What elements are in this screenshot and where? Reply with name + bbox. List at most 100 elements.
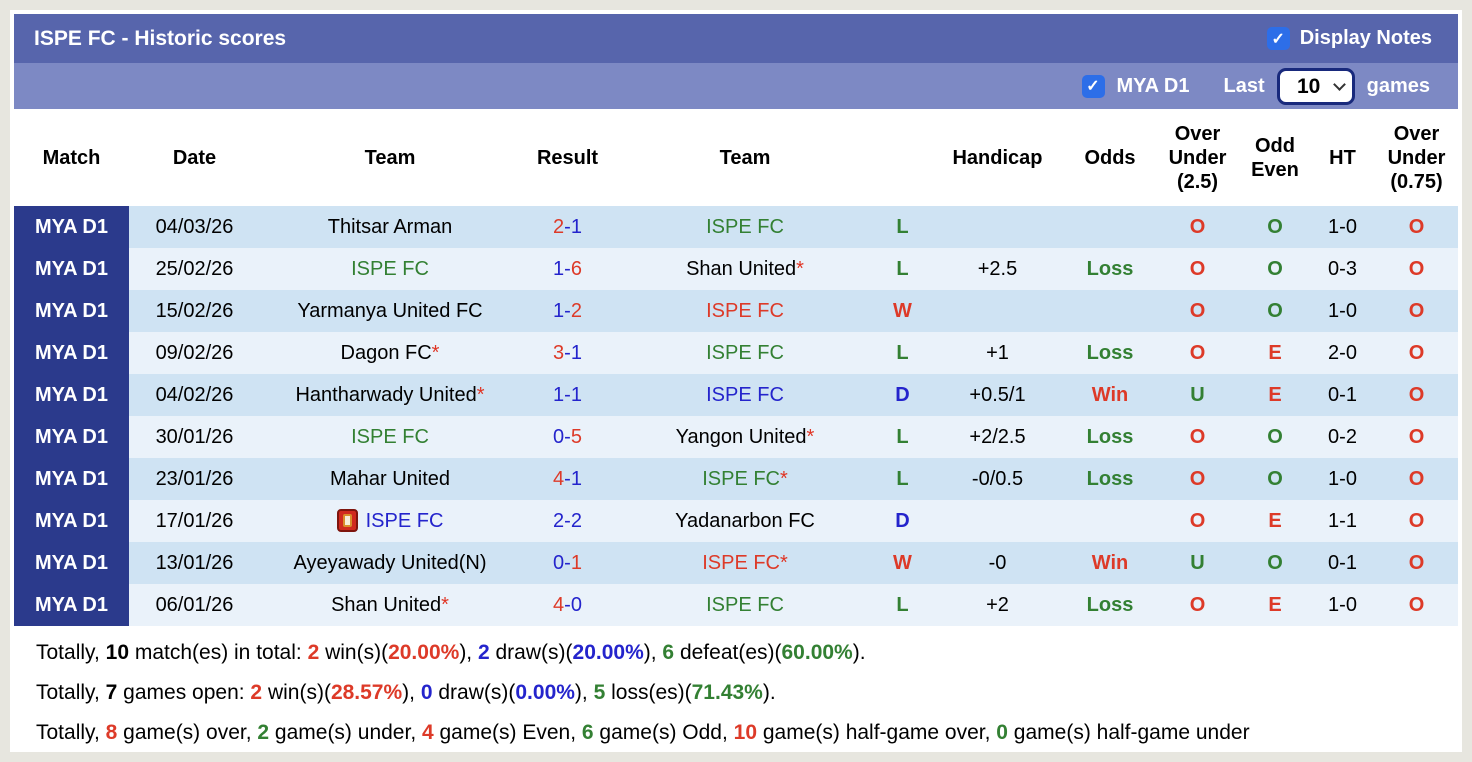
summary-segment: game(s) half-game under <box>1007 721 1250 744</box>
away-team-cell: ISPE FC <box>615 206 875 248</box>
over-under-25-cell: O <box>1189 299 1206 322</box>
display-notes-label: Display Notes <box>1299 27 1432 49</box>
summary-segment: 10 <box>105 641 129 664</box>
team-name: ISPE FC* <box>702 467 788 490</box>
page-title: ISPE FC - Historic scores <box>34 26 287 50</box>
wld-cell: D <box>895 509 910 532</box>
match-league-badge: MYA D1 <box>14 500 129 542</box>
away-score: 2 <box>570 299 582 322</box>
over-under-25-cell: O <box>1189 467 1206 490</box>
odds-cell: Loss <box>1086 593 1134 616</box>
away-score: 1 <box>570 551 582 574</box>
over-under-25-cell: O <box>1189 509 1206 532</box>
date-cell: 23/01/26 <box>155 467 234 490</box>
odd-even-cell: O <box>1267 425 1283 448</box>
column-header-ht: HT <box>1329 146 1356 169</box>
odds-cell: Loss <box>1086 257 1134 280</box>
column-header-over-under-25: Over Under (2.5) <box>1168 122 1227 193</box>
wld-cell: L <box>896 593 909 616</box>
team-name: Mahar United <box>329 467 451 490</box>
historic-scores-table: Match Date Team Result Team Handicap Odd… <box>14 109 1458 626</box>
score-dash: - <box>564 509 571 532</box>
column-header-handicap: Handicap <box>952 146 1043 169</box>
note-asterisk: * <box>780 467 788 490</box>
filter-bar: ✓ MYA D1 Last 10 games <box>14 63 1458 109</box>
home-team-cell: Ayeyawady United(N) <box>260 542 520 584</box>
result-cell: 1-6 <box>520 248 615 290</box>
over-under-075-cell: O <box>1408 593 1425 616</box>
away-score: 0 <box>570 593 582 616</box>
note-asterisk: * <box>780 551 788 574</box>
ht-cell: 1-0 <box>1328 215 1357 238</box>
team-name: ISPE FC <box>336 509 443 533</box>
odd-even-cell: O <box>1267 467 1283 490</box>
table-row: MYA D1 09/02/26 Dagon FC* 3-1 ISPE FC L +1 Loss… <box>14 332 1458 374</box>
home-team-cell: Shan United* <box>260 584 520 626</box>
away-team-cell: ISPE FC <box>615 374 875 416</box>
checkmark-icon: ✓ <box>1271 30 1285 48</box>
odd-even-cell: E <box>1268 383 1282 406</box>
table-row: MYA D1 15/02/26 Yarmanya United FC 1-2 ISPE … <box>14 290 1458 332</box>
team-name: Dagon FC* <box>340 341 440 364</box>
team-name: Yarmanya United FC <box>297 299 483 322</box>
summary-segment: ), <box>643 641 663 664</box>
over-under-075-cell: O <box>1408 215 1425 238</box>
last-label: Last <box>1223 74 1265 97</box>
note-asterisk: * <box>441 593 449 616</box>
date-cell: 13/01/26 <box>155 551 234 574</box>
score-dash: - <box>564 341 571 364</box>
summary-segment: 6 <box>662 641 675 664</box>
home-score: 4 <box>553 593 565 616</box>
summary-segment: 2 <box>307 641 320 664</box>
summary-segment: 60.00% <box>781 641 853 664</box>
summary-segment: 2 <box>250 681 263 704</box>
over-under-075-cell: O <box>1408 509 1425 532</box>
summary-line: Totally, 7 games open: 2 win(s)(28.57%),… <box>36 673 1458 713</box>
summary-segment: 28.57% <box>330 681 403 704</box>
over-under-25-cell: O <box>1189 257 1206 280</box>
note-asterisk: * <box>476 383 485 406</box>
checkmark-icon: ✓ <box>1086 78 1100 95</box>
games-count-select[interactable]: 10 <box>1276 67 1355 105</box>
summary-segment: Totally, <box>36 721 106 744</box>
summary-line: Totally, 10 match(es) in total: 2 win(s)… <box>36 633 1458 673</box>
column-header-match: Match <box>42 146 101 169</box>
summary-segment: 6 <box>581 721 594 744</box>
summary-line: Totally, 8 game(s) over, 2 game(s) under… <box>36 713 1458 753</box>
home-team-cell: ISPE FC <box>260 248 520 290</box>
score-dash: - <box>564 383 571 406</box>
result-cell: 3-1 <box>520 332 615 374</box>
odd-even-cell: O <box>1267 257 1283 280</box>
summary-segment: draw(s)( <box>432 681 516 704</box>
home-team-cell: Mahar United <box>260 458 520 500</box>
table-row: MYA D1 04/02/26 Hantharwady United* 1-1 ISPE… <box>14 374 1458 416</box>
home-team-cell: Hantharwady United* <box>260 374 520 416</box>
home-team-cell: ISPE FC <box>260 500 520 542</box>
league-checkbox[interactable]: ✓ <box>1081 74 1105 98</box>
summary-segment: game(s) half-game over, <box>757 721 997 744</box>
home-team-cell: Thitsar Arman <box>260 206 520 248</box>
away-team-cell: ISPE FC <box>615 290 875 332</box>
summary-segment: ). <box>762 681 776 704</box>
team-name: Shan United* <box>686 257 804 280</box>
result-cell: 1-2 <box>520 290 615 332</box>
result-cell: 4-0 <box>520 584 615 626</box>
home-score: 0 <box>553 551 565 574</box>
score-dash: - <box>564 551 571 574</box>
odds-cell: Win <box>1091 551 1129 574</box>
match-league-badge: MYA D1 <box>14 206 129 248</box>
summary-segment: 20.00% <box>572 641 644 664</box>
handicap-cell: +2/2.5 <box>969 425 1026 448</box>
summary-segment: ), <box>574 681 594 704</box>
match-league-badge: MYA D1 <box>14 290 129 332</box>
summary-segment: ), <box>459 641 478 664</box>
away-score: 6 <box>570 257 582 280</box>
score-dash: - <box>564 425 571 448</box>
summary-segment: match(es) in total: <box>129 641 308 664</box>
odds-cell <box>1065 206 1155 248</box>
ht-cell: 2-0 <box>1328 341 1357 364</box>
display-notes-checkbox[interactable]: ✓ <box>1266 27 1290 50</box>
away-score: 1 <box>570 383 582 406</box>
ht-cell: 0-3 <box>1328 257 1357 280</box>
summary-notes: Totally, 10 match(es) in total: 2 win(s)… <box>14 626 1458 753</box>
